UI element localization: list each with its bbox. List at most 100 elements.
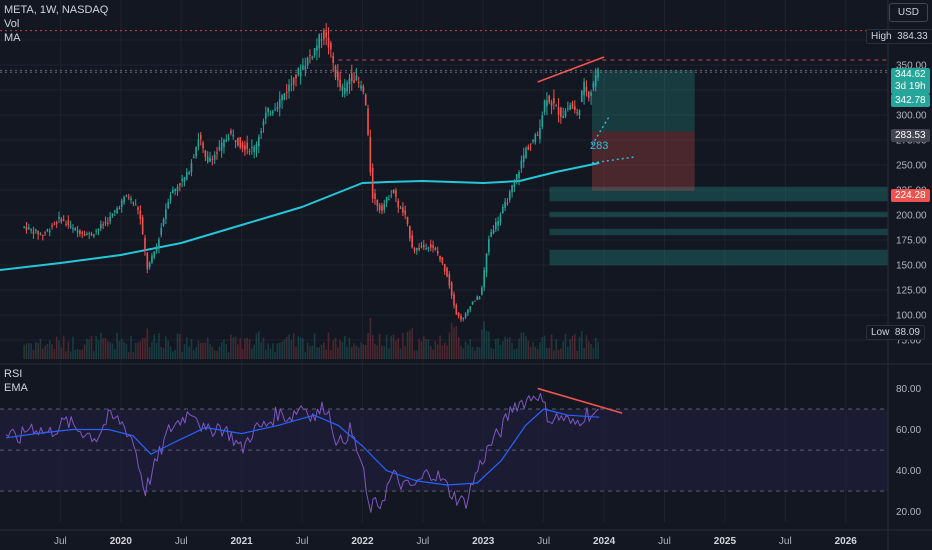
- candle-body: [116, 208, 118, 214]
- volume-bar: [285, 336, 288, 359]
- volume-bar: [395, 340, 397, 359]
- volume-bar: [436, 344, 439, 359]
- volume-bar: [132, 351, 135, 359]
- candle-body: [376, 199, 379, 206]
- candle-body: [204, 150, 207, 158]
- volume-bar: [162, 348, 165, 359]
- candle-body: [309, 54, 311, 56]
- volume-bar: [213, 350, 216, 359]
- volume-bar: [199, 342, 202, 359]
- candle-body: [55, 222, 58, 224]
- candle-body: [453, 294, 455, 306]
- candle-body: [281, 95, 283, 101]
- candle-body: [388, 199, 390, 201]
- candle-body: [432, 245, 434, 248]
- time-tick-label: Jul: [175, 536, 188, 547]
- volume-bar: [409, 330, 411, 359]
- candle-body: [378, 205, 381, 211]
- volume-bar: [137, 342, 139, 359]
- candle-body: [369, 136, 372, 173]
- candle-body: [230, 130, 232, 134]
- volume-bar: [546, 348, 548, 359]
- volume-bar: [174, 349, 176, 359]
- volume-bar: [216, 350, 218, 359]
- volume-bar: [93, 351, 95, 359]
- volume-bar: [79, 349, 81, 359]
- currency-button[interactable]: USD: [888, 3, 928, 22]
- candle-body: [174, 188, 176, 191]
- candle-body: [518, 172, 520, 179]
- candle-body: [100, 224, 102, 229]
- candle-body: [573, 106, 576, 111]
- candle-body: [30, 229, 32, 231]
- volume-bar: [211, 346, 214, 359]
- candle-body: [494, 221, 497, 230]
- volume-bar: [420, 341, 423, 359]
- ma-projection-line[interactable]: [591, 156, 635, 164]
- volume-bar: [253, 344, 255, 359]
- volume-bar: [332, 340, 334, 359]
- position-target-zone[interactable]: [592, 70, 695, 132]
- volume-bar: [406, 331, 409, 359]
- candle-body: [318, 34, 321, 49]
- candle-body: [371, 167, 374, 199]
- volume-bar: [541, 337, 544, 359]
- volume-bar: [37, 342, 39, 359]
- time-tick-label: 2022: [351, 536, 374, 547]
- volume-bar: [311, 345, 314, 359]
- volume-bar: [374, 343, 376, 359]
- volume-bar: [248, 339, 251, 359]
- candle-body: [462, 318, 465, 320]
- rsi-series: [5, 392, 600, 513]
- volume-bar: [197, 340, 200, 359]
- candle-body: [62, 219, 65, 221]
- volume-bar: [337, 347, 339, 359]
- volume-bar: [513, 349, 516, 359]
- volume-bar: [181, 351, 183, 359]
- candle-body: [397, 200, 400, 208]
- candle-body: [292, 78, 295, 85]
- position-stop-zone[interactable]: [592, 131, 695, 191]
- candle-body: [474, 300, 476, 302]
- candle-body: [534, 134, 537, 143]
- price-divergence-line[interactable]: [537, 56, 605, 83]
- candle-body: [27, 227, 30, 230]
- ema-label[interactable]: EMA: [4, 382, 28, 394]
- volume-bars: [23, 318, 599, 359]
- candle-body: [225, 139, 228, 142]
- volume-bar: [306, 342, 309, 359]
- candle-body: [490, 231, 492, 237]
- volume-bar: [169, 346, 172, 359]
- time-tick-label: Jul: [537, 536, 550, 547]
- volume-bar: [123, 342, 125, 359]
- volume-bar: [260, 342, 262, 359]
- candle-body: [564, 110, 567, 117]
- volume-bar: [288, 334, 290, 359]
- candle-body: [304, 66, 307, 70]
- candle-body: [32, 231, 35, 234]
- candle-body: [139, 210, 142, 219]
- rsi-divergence-line[interactable]: [537, 387, 623, 414]
- candle-body: [120, 200, 123, 207]
- candle-body: [195, 147, 197, 157]
- candle-body: [590, 92, 592, 96]
- candle-body: [232, 134, 235, 137]
- projection-line[interactable]: [591, 114, 611, 146]
- long-position-tool[interactable]: [592, 70, 695, 191]
- volume-bar: [113, 349, 116, 359]
- volume-bar: [299, 337, 302, 359]
- ma-label[interactable]: MA: [4, 32, 21, 44]
- trendlines[interactable]: [537, 56, 635, 414]
- volume-bar: [118, 341, 121, 359]
- volume-bar: [183, 343, 186, 359]
- rsi-label[interactable]: RSI: [4, 368, 23, 380]
- last-price-value: 344.62: [895, 69, 926, 80]
- vol-label[interactable]: Vol: [4, 18, 20, 30]
- volume-bar: [27, 342, 30, 359]
- volume-bar: [429, 345, 432, 359]
- candle-body: [362, 86, 365, 92]
- candle-body: [76, 230, 79, 233]
- candle-body: [209, 157, 211, 162]
- candle-body: [418, 248, 420, 250]
